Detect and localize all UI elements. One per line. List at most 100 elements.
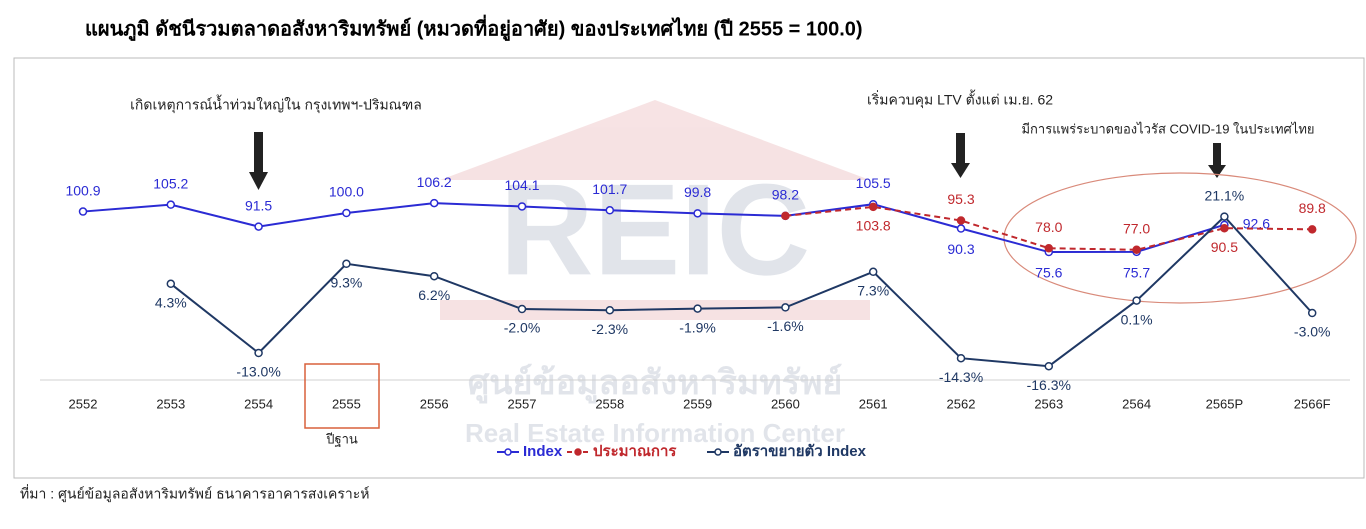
data-label: 99.8 [684, 184, 711, 200]
data-label: 75.7 [1123, 265, 1150, 281]
data-point [1220, 212, 1229, 221]
x-tick-label: 2556 [420, 396, 449, 411]
watermark-roof [440, 100, 870, 180]
chart-title: แผนภูมิ ดัชนีรวมตลาดอสังหาริมทรัพย์ (หมว… [85, 13, 863, 42]
data-point [956, 353, 966, 363]
data-label: 100.0 [329, 184, 364, 200]
x-tick-label: 2553 [156, 396, 185, 411]
x-tick-label: 2560 [771, 396, 800, 411]
data-point [78, 207, 88, 216]
watermark-english: Real Estate Information Center [465, 418, 845, 448]
data-point [1132, 245, 1141, 255]
base-year-label: ปีฐาน [325, 431, 358, 447]
arrow-head [1208, 165, 1226, 178]
data-label: 21.1% [1205, 187, 1245, 203]
data-point [956, 224, 966, 233]
data-label: 95.3 [947, 191, 974, 207]
legend-label: อัตราขยายตัว Index [733, 443, 867, 460]
x-tick-label: 2561 [859, 396, 888, 411]
legend-label: Index [523, 443, 563, 460]
x-tick-label: 2559 [683, 396, 712, 411]
data-label: -2.3% [592, 321, 629, 337]
data-label: 101.7 [592, 181, 627, 197]
data-point [693, 209, 702, 218]
annotation: เกิดเหตุการณ์น้ำท่วมใหญ่ใน กรุงเทพฯ-ปริม… [130, 95, 422, 114]
legend-marker [714, 448, 722, 456]
arrow-shaft [1213, 143, 1221, 165]
data-point [342, 259, 351, 269]
arrow-head [951, 163, 970, 178]
data-point [1044, 243, 1054, 253]
data-label: -13.0% [236, 364, 280, 380]
x-tick-label: 2563 [1034, 396, 1063, 411]
data-label: 105.2 [153, 175, 188, 191]
annotation: เริ่มควบคุม LTV ตั้งแต่ เม.ย. 62 [867, 90, 1053, 109]
data-point [605, 206, 615, 215]
watermark-logo: REIC [500, 156, 811, 302]
annotation: มีการแพร่ระบาดของไวรัส COVID-19 ในประเทศ… [1021, 121, 1314, 136]
data-label: 98.2 [772, 187, 799, 203]
data-label: 4.3% [155, 295, 187, 311]
data-label: 90.3 [947, 241, 974, 257]
data-point [342, 208, 351, 218]
data-label: -1.9% [679, 319, 716, 335]
arrow-shaft [956, 133, 965, 163]
chart-frame [13, 57, 1365, 479]
watermark: REIC ศูนย์ข้อมูลอสังหาริมทรัพย์ Real Est… [440, 100, 870, 448]
data-point [517, 202, 527, 211]
data-label: 103.8 [856, 218, 891, 234]
x-tick-label: 2558 [595, 396, 624, 411]
watermark-thai: ศูนย์ข้อมูลอสังหาริมทรัพย์ [468, 363, 843, 404]
x-tick-label: 2557 [508, 396, 537, 411]
data-label: -1.6% [767, 318, 804, 334]
data-label: 78.0 [1035, 219, 1062, 235]
data-label: -3.0% [1294, 324, 1331, 340]
data-label: -16.3% [1027, 377, 1071, 393]
data-point [429, 198, 439, 208]
data-point [429, 271, 439, 281]
data-point [781, 211, 790, 221]
data-point [1132, 296, 1141, 305]
source-note: ที่มา : ศูนย์ข้อมูลอสังหาริมทรัพย์ ธนาคา… [20, 485, 370, 503]
data-point [1044, 361, 1054, 371]
legend-label: ประมาณการ [593, 443, 677, 460]
data-point [166, 279, 176, 289]
x-tick-label: 2554 [244, 396, 273, 411]
data-label: 89.8 [1299, 200, 1326, 216]
data-point [781, 303, 790, 312]
x-tick-label: 2566F [1294, 396, 1331, 411]
base-year-box [304, 363, 380, 429]
data-label: 0.1% [1121, 311, 1153, 327]
data-label: 75.6 [1035, 265, 1062, 281]
data-point [693, 304, 702, 313]
data-label: 106.2 [417, 174, 452, 190]
series-line [82, 202, 1225, 254]
data-point [517, 304, 527, 314]
data-point [956, 216, 966, 225]
data-point [254, 348, 263, 358]
data-label: -14.3% [939, 369, 983, 385]
data-point [166, 200, 176, 209]
legend-marker [574, 448, 582, 456]
data-point [868, 202, 878, 212]
data-label: 77.0 [1123, 221, 1150, 237]
data-label: 7.3% [857, 283, 889, 299]
data-label: 91.5 [245, 197, 272, 213]
data-label: 6.2% [418, 287, 450, 303]
series-line [170, 215, 1313, 368]
data-label: 92.6 [1243, 216, 1270, 232]
x-tick-label: 2564 [1122, 396, 1151, 411]
data-point [1220, 223, 1229, 233]
data-label: 105.5 [856, 175, 891, 191]
x-tick-label: 2562 [947, 396, 976, 411]
data-label: -2.0% [504, 320, 541, 336]
x-tick-label: 2555 [332, 396, 361, 411]
data-label: 104.1 [504, 177, 539, 193]
data-point [1307, 308, 1317, 318]
data-point [868, 267, 878, 277]
data-label: 90.5 [1211, 239, 1238, 255]
data-label: 9.3% [330, 275, 362, 291]
x-tick-label: 2565P [1206, 396, 1244, 411]
data-point [1307, 225, 1317, 234]
